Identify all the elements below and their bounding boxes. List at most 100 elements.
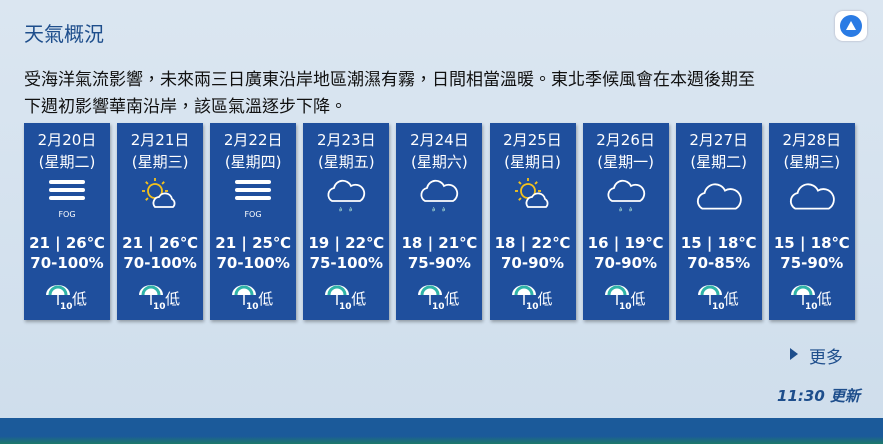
psr-level: 低 xyxy=(630,290,646,308)
psr-icon-label: 10 xyxy=(60,302,73,311)
day-card: 2月20日 (星期二) FOG 21 | 26℃ 70-100% 10 低 xyxy=(24,123,110,320)
weekday: (星期三) xyxy=(783,153,841,171)
weekday: (星期四) xyxy=(224,153,282,171)
psr-icon-label: 10 xyxy=(153,302,166,311)
weekday: (星期五) xyxy=(317,153,375,171)
collapse-button[interactable] xyxy=(835,11,867,41)
date: 2月25日 xyxy=(503,131,562,149)
psr-level: 低 xyxy=(258,290,274,308)
psr-level: 低 xyxy=(444,290,460,308)
weekday: (星期日) xyxy=(504,153,561,171)
weekday: (星期二) xyxy=(690,153,748,171)
weekday: (星期三) xyxy=(131,153,189,171)
more-arrow xyxy=(790,348,798,360)
humidity: 70-90% xyxy=(594,254,658,272)
weather-icon xyxy=(696,183,742,210)
day-card: 2月25日 (星期日) 18 | 22℃ 70-90% 10 低 xyxy=(489,123,576,320)
temperature: 21 | 26℃ xyxy=(122,234,199,252)
svg-text:ፅ: ፅ xyxy=(339,205,343,213)
date: 2月23日 xyxy=(316,131,376,149)
more-link[interactable]: 更多 xyxy=(809,348,843,368)
day-card: 2月26日 (星期一) ፅ ፅ 16 | 19℃ 70-90% 10 低 xyxy=(582,123,669,320)
day-card: 2月23日 (星期五) ፅ ፅ 19 | 22℃ 75-100% 10 低 xyxy=(303,123,390,320)
psr-icon: 10 xyxy=(604,285,632,311)
humidity: 70-100% xyxy=(216,254,290,272)
date: 2月21日 xyxy=(130,131,190,149)
summary-line: 受海洋氣流影響，未來兩三日廣東沿岸地區潮濕有霧，日間相當溫暖。東北季候風會在本週… xyxy=(24,70,755,90)
temperature: 16 | 19℃ xyxy=(587,234,664,252)
temperature: 21 | 25℃ xyxy=(215,234,292,252)
temperature: 21 | 26℃ xyxy=(29,234,105,252)
date: 2月20日 xyxy=(37,131,97,149)
date: 2月26日 xyxy=(596,131,655,149)
humidity: 70-90% xyxy=(500,254,564,272)
panel-title: 天氣概況 xyxy=(24,22,104,46)
humidity: 70-100% xyxy=(30,254,104,272)
collapse-icon xyxy=(840,15,862,37)
psr-icon: 10 xyxy=(46,285,73,311)
humidity: 70-85% xyxy=(687,254,751,272)
temperature: 19 | 22℃ xyxy=(308,234,385,252)
update-time: 11:30 更新 xyxy=(777,387,860,405)
psr-level: 低 xyxy=(72,290,88,308)
weather-icon xyxy=(789,183,835,210)
weather-icon: FOG xyxy=(235,180,272,219)
psr-icon-label: 10 xyxy=(432,302,445,311)
svg-text:ፅ: ፅ xyxy=(349,205,353,213)
summary-line: 下週初影響華南沿岸，該區氣溫逐步下降。 xyxy=(24,97,347,117)
svg-text:ፅ: ፅ xyxy=(629,205,633,213)
icon-label: FOG xyxy=(245,210,262,219)
svg-text:ፅ: ፅ xyxy=(442,205,446,213)
psr-icon: 10 xyxy=(418,285,445,311)
date: 2月22日 xyxy=(223,131,283,149)
day-card: 2月28日 (星期三) 15 | 18℃ 75-90% 10 低 xyxy=(768,123,855,320)
weekday: (星期一) xyxy=(597,153,654,171)
humidity: 75-100% xyxy=(309,254,384,272)
psr-icon: 10 xyxy=(325,285,352,311)
humidity: 70-100% xyxy=(123,254,197,272)
humidity: 75-90% xyxy=(407,254,471,272)
day-card: 2月24日 (星期六) ፅ ፅ 18 | 21℃ 75-90% 10 低 xyxy=(396,123,483,320)
day-card: 2月21日 (星期三) 21 | 26℃ 70-100% 10 低 xyxy=(117,123,204,320)
day-card: 2月22日 (星期四) FOG 21 | 25℃ 70-100% 10 低 xyxy=(210,123,297,320)
bottom-bar xyxy=(0,418,883,444)
psr-level: 低 xyxy=(165,290,181,308)
psr-level: 低 xyxy=(816,290,832,308)
temperature: 15 | 18℃ xyxy=(680,234,757,252)
psr-icon: 10 xyxy=(790,285,818,311)
psr-icon: 10 xyxy=(232,285,259,311)
psr-icon-label: 10 xyxy=(712,302,725,311)
temperature: 18 | 21℃ xyxy=(401,234,478,252)
weekday: (星期二) xyxy=(38,153,96,171)
psr-icon-label: 10 xyxy=(619,302,632,311)
svg-text:ፅ: ፅ xyxy=(619,205,623,213)
weather-icon xyxy=(142,178,176,208)
psr-level: 低 xyxy=(537,290,553,308)
icon-label: FOG xyxy=(58,210,75,219)
psr-level: 低 xyxy=(723,290,739,308)
svg-text:ፅ: ፅ xyxy=(432,205,436,213)
humidity: 75-90% xyxy=(780,254,844,272)
psr-icon-label: 10 xyxy=(526,302,539,311)
psr-icon: 10 xyxy=(139,285,166,311)
weather-panel: 天氣概況 受海洋氣流影響，未來兩三日廣東沿岸地區潮濕有霧，日間相當溫暖。東北季候… xyxy=(0,0,883,418)
psr-icon-label: 10 xyxy=(246,302,259,311)
date: 2月28日 xyxy=(782,131,842,149)
date: 2月24日 xyxy=(410,131,469,149)
date: 2月27日 xyxy=(689,131,748,149)
temperature: 18 | 22℃ xyxy=(494,234,571,252)
day-card: 2月27日 (星期二) 15 | 18℃ 70-85% 10 低 xyxy=(675,123,762,320)
weather-icon xyxy=(514,178,548,208)
psr-level: 低 xyxy=(351,290,367,308)
temperature: 15 | 18℃ xyxy=(773,234,850,252)
weather-icon: FOG xyxy=(49,180,85,219)
psr-icon: 10 xyxy=(511,285,539,311)
psr-icon-label: 10 xyxy=(805,302,818,311)
weekday: (星期六) xyxy=(411,153,468,171)
psr-icon: 10 xyxy=(697,285,725,311)
psr-icon-label: 10 xyxy=(339,302,352,311)
